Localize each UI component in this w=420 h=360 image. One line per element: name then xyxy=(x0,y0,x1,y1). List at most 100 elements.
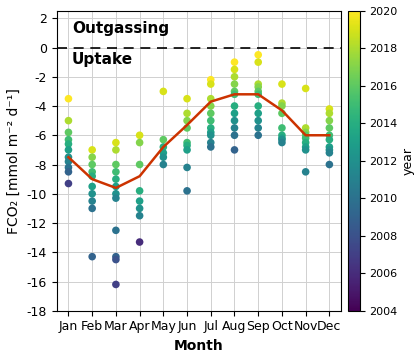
Point xyxy=(278,132,285,138)
Point xyxy=(65,130,72,135)
Point xyxy=(136,206,143,211)
Point xyxy=(326,132,333,138)
Point xyxy=(207,130,214,135)
Point xyxy=(326,137,333,143)
Point xyxy=(255,84,262,90)
Point xyxy=(302,132,309,138)
Point xyxy=(184,118,190,123)
Point xyxy=(207,103,214,109)
Point xyxy=(65,169,72,175)
Y-axis label: year: year xyxy=(402,147,415,175)
Point xyxy=(113,257,119,262)
Point xyxy=(89,206,95,211)
Point xyxy=(136,162,143,167)
Point xyxy=(255,81,262,87)
Point xyxy=(326,144,333,150)
Point xyxy=(184,165,190,170)
Point xyxy=(160,144,167,150)
Point xyxy=(231,81,238,87)
Point xyxy=(184,96,190,102)
Point xyxy=(302,135,309,141)
Point xyxy=(231,74,238,80)
Point xyxy=(89,254,95,260)
Point xyxy=(160,150,167,156)
Point xyxy=(113,147,119,153)
Point xyxy=(136,198,143,204)
Point xyxy=(113,184,119,189)
Point xyxy=(89,191,95,197)
Point xyxy=(231,67,238,72)
Point xyxy=(278,140,285,145)
Point xyxy=(326,111,333,116)
Point xyxy=(255,52,262,58)
Point xyxy=(65,147,72,153)
Point xyxy=(278,100,285,106)
Point xyxy=(231,91,238,97)
Point xyxy=(278,137,285,143)
Point xyxy=(207,132,214,138)
Point xyxy=(89,154,95,160)
Point xyxy=(184,111,190,116)
Point xyxy=(160,162,167,167)
Point xyxy=(160,137,167,143)
Point xyxy=(278,125,285,131)
Point xyxy=(231,59,238,65)
Point xyxy=(231,103,238,109)
Point xyxy=(302,147,309,153)
Point xyxy=(207,118,214,123)
Point xyxy=(113,254,119,260)
Point xyxy=(184,188,190,194)
Point xyxy=(89,173,95,179)
Point xyxy=(326,125,333,131)
Point xyxy=(207,77,214,82)
Point xyxy=(207,96,214,102)
Point xyxy=(207,125,214,131)
Point xyxy=(113,191,119,197)
Point xyxy=(231,118,238,123)
Point xyxy=(278,81,285,87)
Point xyxy=(255,118,262,123)
Point xyxy=(136,213,143,219)
Point xyxy=(65,137,72,143)
Point xyxy=(136,132,143,138)
Point xyxy=(302,125,309,131)
Point xyxy=(255,91,262,97)
Point xyxy=(302,144,309,150)
Text: Uptake: Uptake xyxy=(72,52,133,67)
Point xyxy=(302,169,309,175)
Point xyxy=(65,96,72,102)
Point xyxy=(113,282,119,287)
Point xyxy=(302,130,309,135)
Point xyxy=(160,154,167,160)
Point xyxy=(302,140,309,145)
Point xyxy=(326,147,333,153)
Point xyxy=(302,86,309,91)
Point xyxy=(89,147,95,153)
Point xyxy=(113,162,119,167)
Point xyxy=(65,159,72,165)
Point xyxy=(136,239,143,245)
X-axis label: Month: Month xyxy=(174,339,224,353)
Point xyxy=(89,169,95,175)
Y-axis label: FCO₂ [mmol m⁻² d⁻¹]: FCO₂ [mmol m⁻² d⁻¹] xyxy=(7,88,21,234)
Point xyxy=(207,81,214,87)
Point xyxy=(89,162,95,167)
Point xyxy=(326,162,333,167)
Point xyxy=(113,176,119,182)
Point xyxy=(326,106,333,112)
Point xyxy=(231,125,238,131)
Point xyxy=(231,111,238,116)
Point xyxy=(184,143,190,148)
Point xyxy=(113,140,119,145)
Point xyxy=(231,89,238,94)
Point xyxy=(255,111,262,116)
Point xyxy=(255,89,262,94)
Point xyxy=(136,188,143,194)
Point xyxy=(65,141,72,147)
Point xyxy=(89,198,95,204)
Point xyxy=(65,181,72,186)
Point xyxy=(113,228,119,233)
Point xyxy=(184,140,190,145)
Point xyxy=(278,111,285,116)
Point xyxy=(231,132,238,138)
